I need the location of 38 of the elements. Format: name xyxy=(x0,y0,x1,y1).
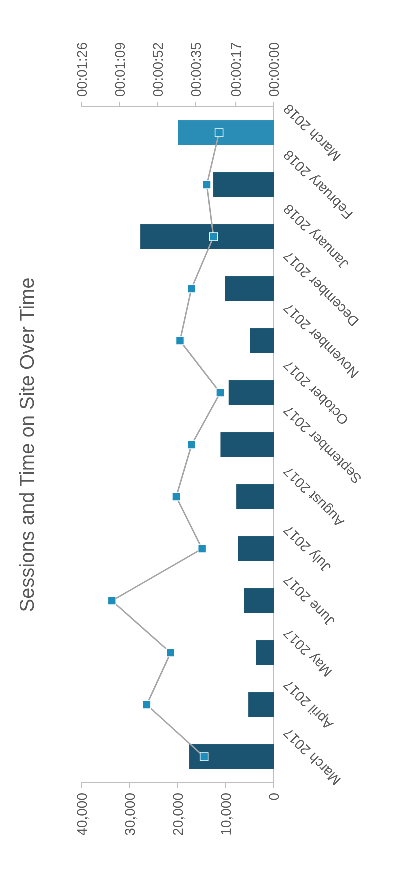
x-tick-label: 10,000 xyxy=(218,792,234,836)
bar xyxy=(228,380,274,406)
point xyxy=(176,336,185,346)
x2-tick-label: 00:00:52 xyxy=(150,42,166,97)
bar xyxy=(236,484,274,510)
point xyxy=(209,232,218,242)
bar xyxy=(244,588,274,614)
x-tick-label: 30,000 xyxy=(122,792,138,836)
bar xyxy=(214,172,274,198)
x-tick-label: 0 xyxy=(266,792,282,801)
point xyxy=(200,752,209,762)
bar xyxy=(225,276,274,302)
text: Sessions and Time on Site Over Time xyxy=(17,278,39,612)
point xyxy=(202,180,212,190)
bar xyxy=(178,120,274,146)
point xyxy=(187,440,196,450)
bar xyxy=(238,536,274,562)
bar xyxy=(220,432,274,458)
bar xyxy=(250,328,274,354)
bar xyxy=(140,224,274,250)
x2-tick-label: 00:00:00 xyxy=(266,42,282,97)
bar xyxy=(190,744,274,770)
point xyxy=(142,700,152,710)
point xyxy=(187,284,196,294)
x-tick-label: 40,000 xyxy=(74,792,90,836)
point xyxy=(172,492,181,502)
x2-tick-label: 00:00:35 xyxy=(188,42,204,97)
bar xyxy=(256,640,274,666)
point xyxy=(108,596,117,606)
x-tick-label: 20,000 xyxy=(170,792,186,836)
point xyxy=(166,648,176,658)
x2-tick-label: 00:01:09 xyxy=(112,42,128,97)
x2-tick-label: 00:01:26 xyxy=(74,42,90,97)
x2-tick-label: 00:00:17 xyxy=(228,42,244,97)
point xyxy=(216,388,225,398)
point xyxy=(214,128,224,138)
point xyxy=(198,544,207,554)
bar xyxy=(248,692,274,718)
